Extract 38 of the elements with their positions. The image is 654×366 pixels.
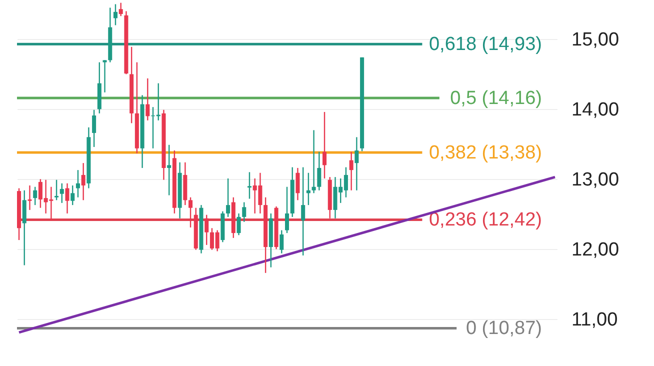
- candlestick: [226, 178, 230, 218]
- candlestick: [102, 60, 107, 93]
- candlestick: [167, 144, 172, 196]
- candlestick: [146, 78, 150, 121]
- candlestick: [236, 212, 241, 236]
- candlestick: [92, 109, 96, 148]
- candlestick: [33, 186, 38, 206]
- candlestick: [280, 230, 284, 254]
- candlestick: [118, 2, 123, 17]
- candlestick: [312, 130, 316, 194]
- candlestick: [354, 136, 359, 191]
- ref-line-label: 0,382 (13,38): [428, 142, 542, 164]
- candlestick: [284, 186, 290, 234]
- y-tick-label: 15,00: [572, 30, 620, 51]
- y-tick-label: 11,00: [572, 310, 618, 331]
- candlestick: [65, 182, 70, 214]
- y-tick-label: 14,00: [572, 100, 620, 121]
- candlestick: [322, 111, 327, 180]
- candlestick: [28, 184, 32, 211]
- candlestick: [54, 179, 59, 201]
- y-tick-label: 12,00: [572, 240, 620, 261]
- candlestick: [349, 151, 354, 191]
- ref-line-label: 0,618 (14,93): [428, 34, 542, 56]
- ref-line-label: 0,236 (12,42): [428, 210, 542, 231]
- candlestick: [60, 182, 64, 204]
- candlestick: [242, 202, 246, 222]
- candlestick: [113, 4, 118, 26]
- candlestick: [70, 184, 75, 206]
- ref-line-label: 0,5 (14,16): [450, 88, 542, 109]
- ref-line-label: 0 (10,87): [466, 318, 542, 340]
- candlestick: [247, 172, 252, 200]
- candlestick: [317, 151, 322, 191]
- candlestick: [22, 190, 26, 266]
- candlestick: [296, 167, 300, 201]
- candlestick: [81, 162, 86, 201]
- candlestick: [301, 166, 306, 256]
- candlestick: [76, 169, 80, 198]
- y-tick-label: 13,00: [572, 170, 620, 191]
